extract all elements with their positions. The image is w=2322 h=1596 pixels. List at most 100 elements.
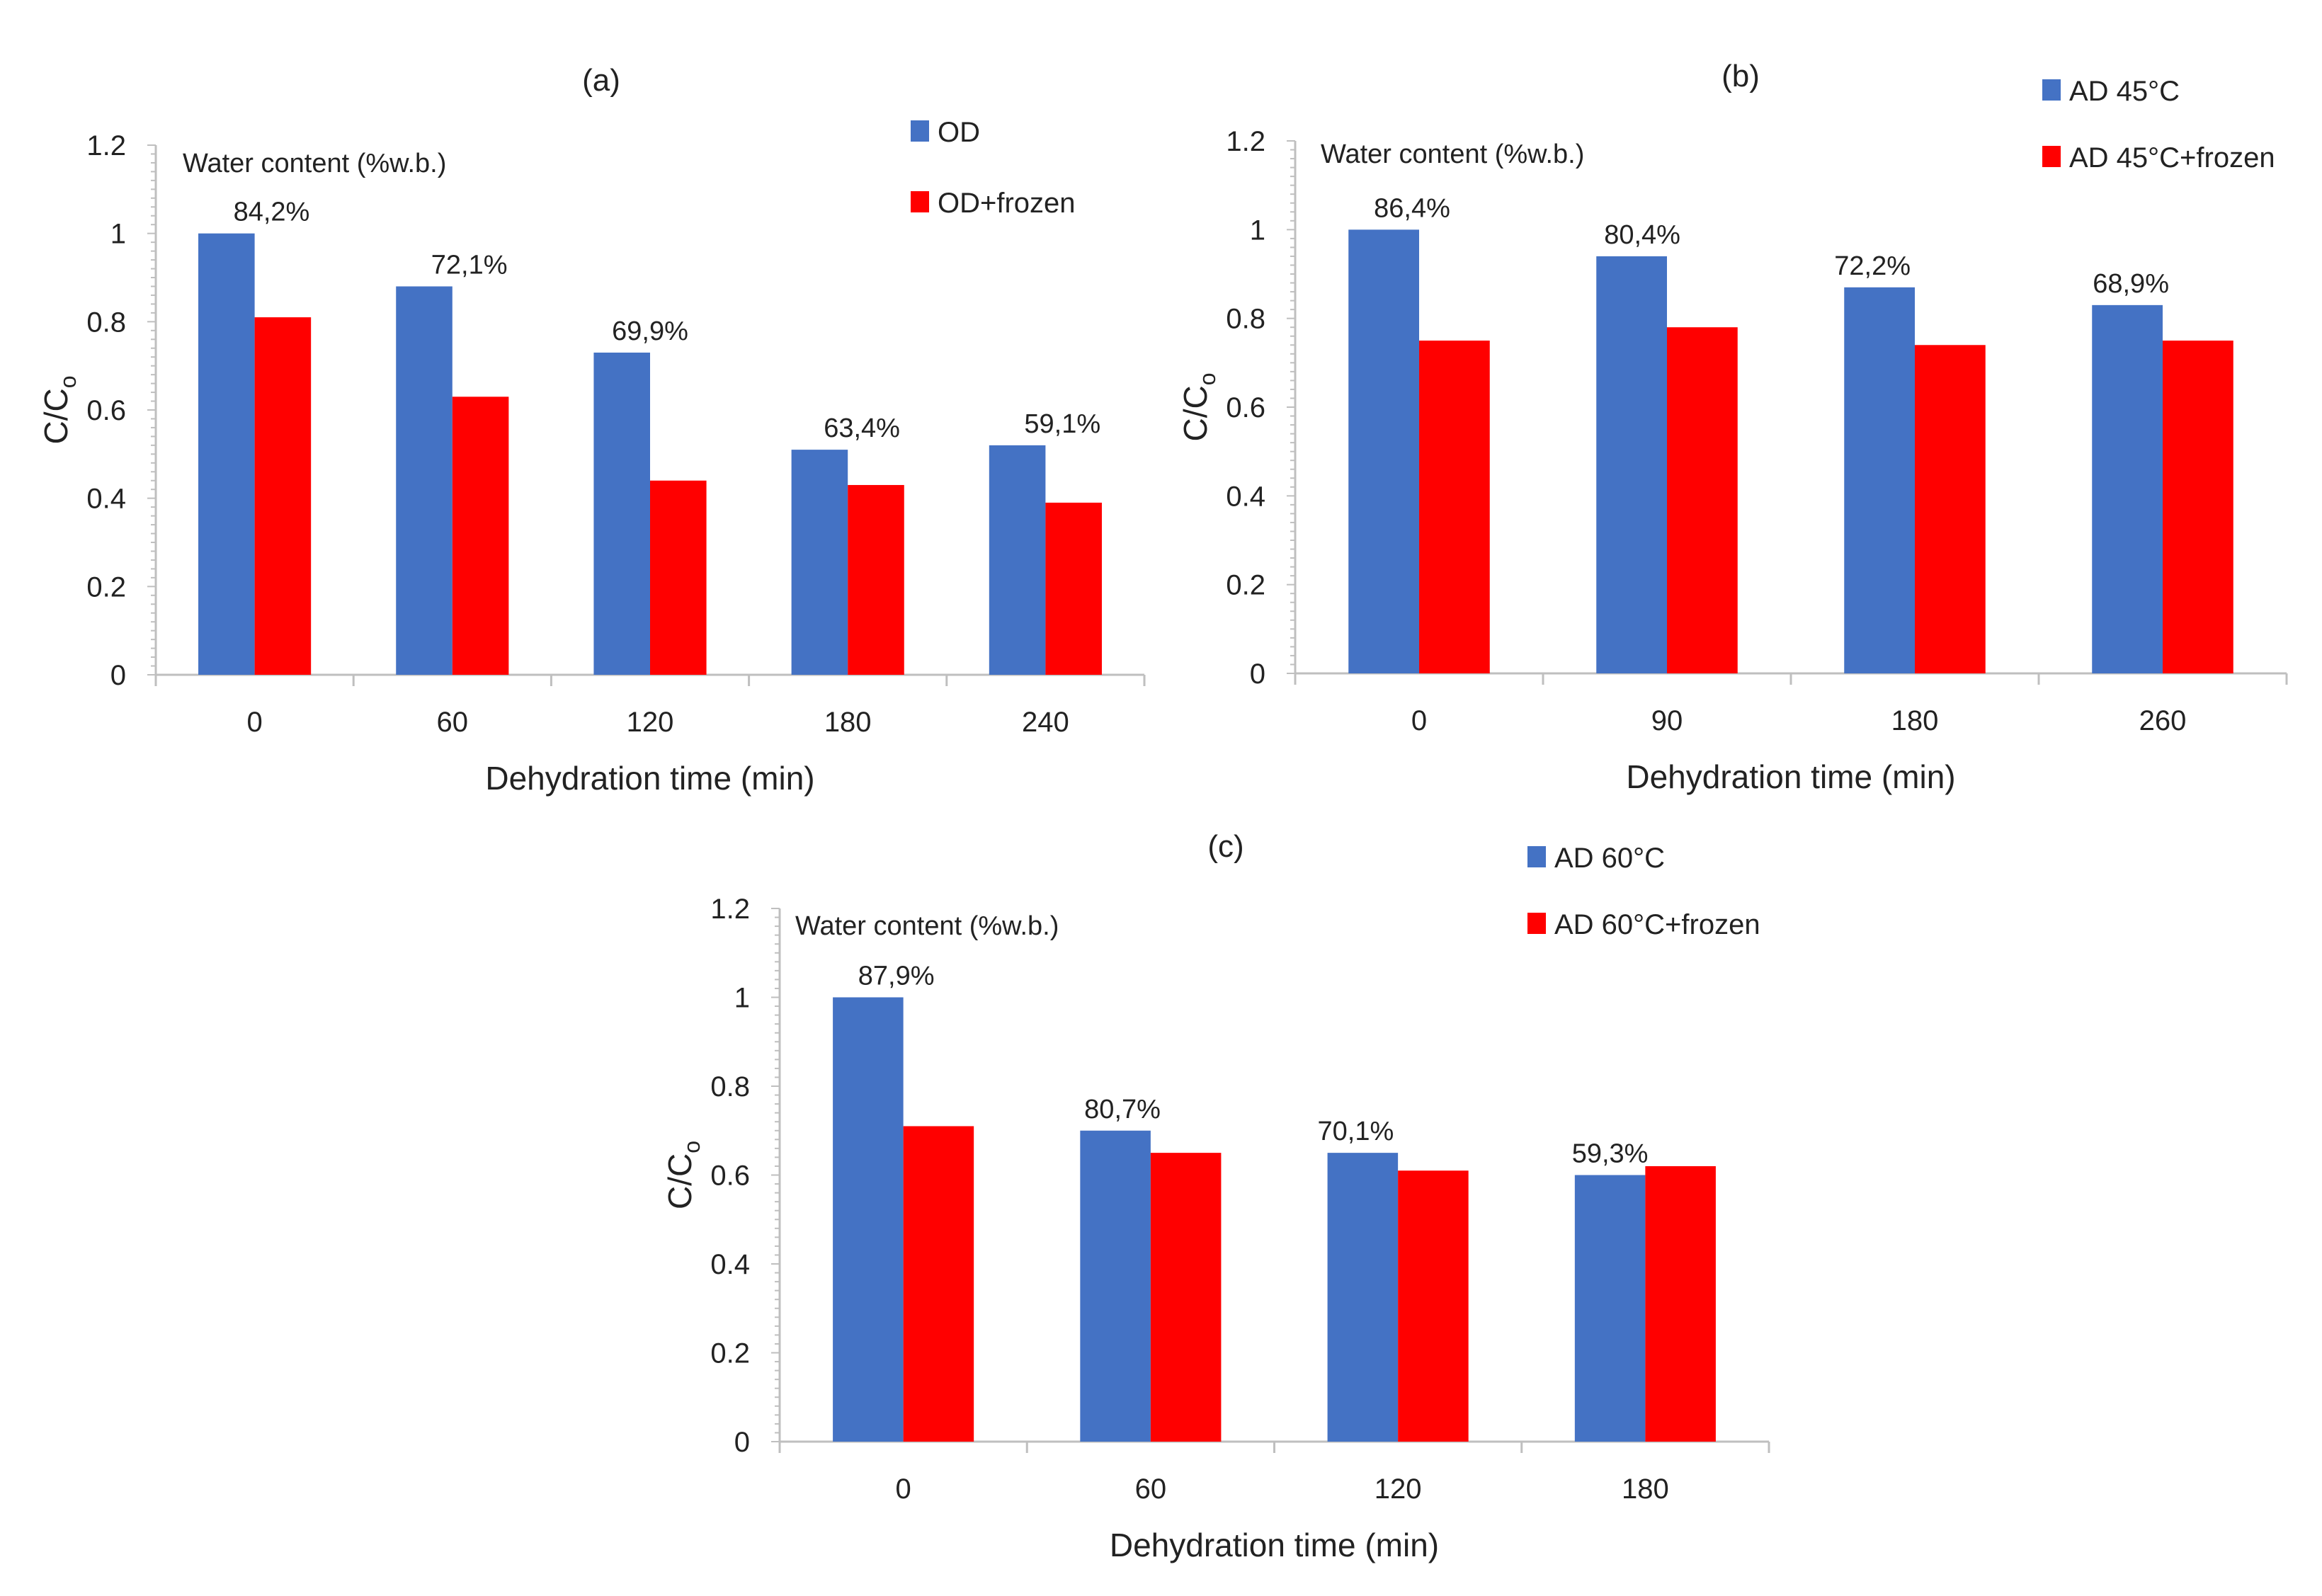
y-tick-label: 0 — [110, 660, 126, 691]
x-tick-label: 180 — [1891, 705, 1939, 736]
y-tick-label: 0.8 — [1226, 304, 1265, 335]
water-content-label: 72,1% — [431, 250, 508, 280]
water-content-label: 80,7% — [1084, 1095, 1161, 1124]
y-axis-label-sub: o — [679, 1141, 705, 1153]
x-tick-label: 180 — [824, 707, 872, 738]
x-tick-label: 60 — [1135, 1474, 1167, 1505]
legend-label: AD 60°C — [1554, 843, 1665, 874]
y-tick-label: 0.6 — [1226, 392, 1265, 423]
y-tick-label: 0 — [1250, 659, 1265, 690]
x-axis-label: Dehydration time (min) — [485, 760, 814, 797]
legend-swatch — [2042, 146, 2061, 167]
bar-series1 — [1596, 256, 1667, 673]
x-tick-label: 120 — [1375, 1474, 1422, 1505]
x-axis-label: Dehydration time (min) — [1626, 758, 1955, 795]
y-tick-label: 1 — [110, 219, 126, 250]
x-tick-label: 180 — [1622, 1474, 1669, 1505]
y-axis-label: C/Co — [661, 1141, 705, 1209]
bar-series2 — [848, 484, 904, 675]
chart-a: (a) 0 0.2 0.4 0.6 0.8 1 1.2 C/Co 0 84,2% 60 72,1% 120… — [38, 63, 1146, 797]
bar-series1 — [1348, 229, 1419, 673]
bar-series1 — [198, 233, 255, 676]
legend-label: AD 45°C+frozen — [2069, 142, 2275, 173]
y-tick-label: 1.2 — [86, 130, 126, 161]
y-tick-label: 0.4 — [710, 1249, 750, 1280]
water-content-label: 84,2% — [234, 198, 310, 227]
bar-series1 — [396, 286, 453, 675]
water-content-label: 68,9% — [2093, 269, 2169, 299]
bar-series1 — [1327, 1153, 1399, 1442]
y-axis-label-main: C/C — [38, 388, 74, 444]
bar-series1 — [1574, 1175, 1646, 1442]
y-axis-label: C/Co — [1177, 372, 1220, 441]
x-tick-label: 0 — [246, 707, 262, 738]
x-tick-label: 90 — [1651, 705, 1683, 736]
legend-label: OD — [938, 117, 980, 148]
bar-series2 — [1150, 1153, 1222, 1442]
bar-series2 — [650, 480, 707, 675]
y-axis-label-main: C/C — [1177, 385, 1214, 441]
bar-series1 — [1844, 287, 1915, 673]
water-content-label: 63,4% — [824, 414, 900, 443]
water-content-title: Water content (%w.b.) — [183, 149, 446, 178]
bar-series2 — [254, 317, 312, 675]
bar-series1 — [791, 450, 848, 675]
chart-c: (c) 0 0.2 0.4 0.6 0.8 1 1.2 C/Co 0 87,9% 60 80,7% 120… — [661, 829, 1770, 1563]
bar-series2 — [1398, 1170, 1469, 1442]
x-tick-label: 60 — [437, 707, 469, 738]
chart-b: (b) 0 0.2 0.4 0.6 0.8 1 1.2 C/Co 0 86,4% 90 80,4% 180… — [1177, 59, 2288, 795]
bar-series2 — [1645, 1165, 1716, 1442]
legend-swatch — [911, 191, 929, 212]
y-tick-label: 0.4 — [86, 484, 126, 515]
chart-title: (b) — [1721, 59, 1760, 93]
y-axis-label-main: C/C — [661, 1153, 698, 1209]
water-content-label: 80,4% — [1604, 220, 1680, 250]
water-content-label: 59,1% — [1024, 409, 1100, 439]
legend-label: OD+frozen — [938, 188, 1076, 219]
bar-series2 — [2163, 341, 2233, 673]
y-tick-label: 0 — [734, 1427, 750, 1458]
legend-label: AD 60°C+frozen — [1554, 909, 1760, 940]
y-tick-label: 0.2 — [86, 571, 126, 603]
y-tick-label: 1 — [1250, 215, 1265, 246]
y-tick-label: 0.6 — [86, 395, 126, 426]
water-content-title: Water content (%w.b.) — [795, 911, 1059, 941]
bar-series2 — [1667, 327, 1738, 673]
x-tick-label: 260 — [2139, 705, 2187, 736]
y-tick-label: 0.8 — [710, 1071, 750, 1102]
bar-series2 — [1419, 341, 1490, 673]
water-content-label: 72,2% — [1834, 251, 1911, 281]
y-tick-label: 0.2 — [1226, 570, 1265, 601]
chart-title: (c) — [1207, 829, 1243, 864]
legend-swatch — [1527, 913, 1546, 934]
bar-series2 — [1915, 345, 1986, 673]
y-axis-label: C/Co — [38, 375, 81, 444]
bar-series1 — [989, 445, 1046, 675]
bar-series2 — [1045, 502, 1102, 675]
x-tick-label: 0 — [1411, 705, 1427, 736]
y-tick-label: 0.6 — [710, 1161, 750, 1192]
water-content-label: 86,4% — [1374, 193, 1450, 223]
water-content-label: 70,1% — [1318, 1117, 1394, 1146]
legend-swatch — [2042, 79, 2061, 101]
water-content-title: Water content (%w.b.) — [1321, 139, 1584, 169]
y-tick-label: 0.4 — [1226, 481, 1265, 512]
water-content-label: 59,3% — [1572, 1139, 1649, 1169]
x-tick-label: 240 — [1022, 707, 1069, 738]
x-tick-label: 120 — [627, 707, 674, 738]
legend-label: AD 45°C — [2069, 76, 2180, 107]
chart-title: (a) — [582, 63, 620, 98]
legend-swatch — [1527, 846, 1546, 867]
bar-series1 — [593, 352, 650, 675]
y-axis-label-sub: o — [1195, 372, 1220, 385]
x-axis-label: Dehydration time (min) — [1110, 1527, 1439, 1563]
bar-series1 — [833, 997, 904, 1442]
y-axis-label-sub: o — [55, 375, 81, 388]
y-tick-label: 1.2 — [710, 894, 750, 925]
bar-series2 — [903, 1126, 974, 1442]
y-tick-label: 1.2 — [1226, 126, 1265, 157]
water-content-label: 69,9% — [612, 317, 688, 346]
y-tick-label: 0.2 — [710, 1338, 750, 1369]
x-tick-label: 0 — [896, 1474, 911, 1505]
